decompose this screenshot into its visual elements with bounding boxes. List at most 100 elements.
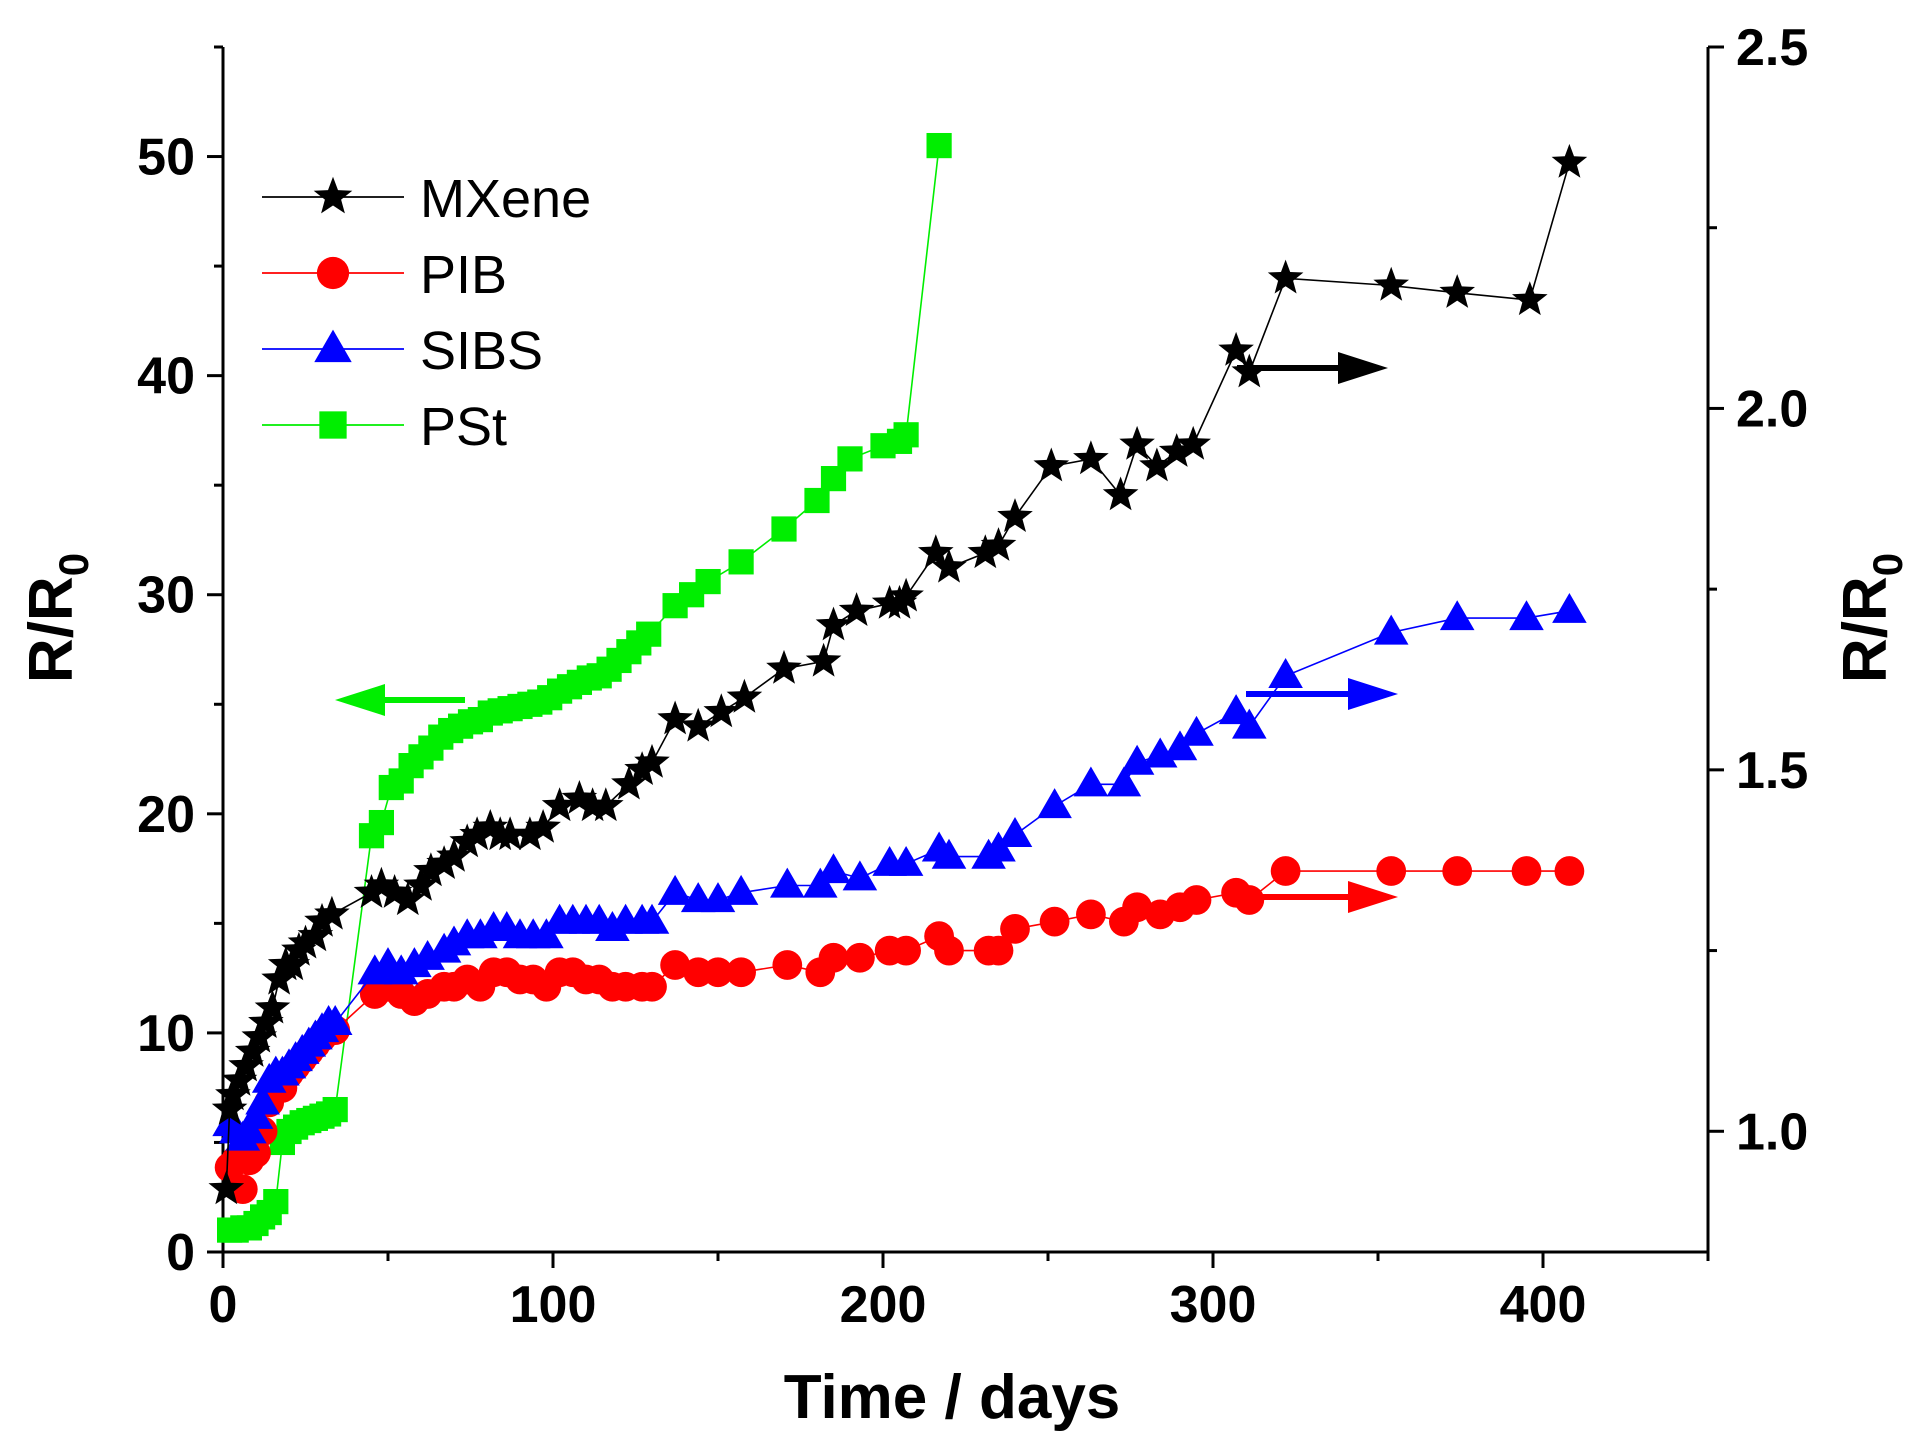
data-point-sibs [317, 1004, 353, 1035]
x-tick-label: 400 [1500, 1276, 1587, 1334]
data-point-pib [1039, 906, 1070, 937]
data-point-mxene [304, 902, 340, 937]
y-axis-title-right: R/R0 [1831, 553, 1911, 683]
data-point-mxene [838, 592, 875, 626]
data-point-sibs [888, 845, 924, 876]
data-point-mxene [363, 866, 400, 901]
series-pst [217, 132, 952, 1243]
axes: 0 100 200 300 400 0 10 20 30 40 50 1.0 1.5 2.0 2.5 [137, 19, 1808, 1334]
data-series [208, 132, 1588, 1243]
data-point-sibs [634, 903, 670, 934]
data-point-pst [771, 516, 797, 542]
data-point-sibs [1373, 614, 1409, 645]
data-point-pib [1000, 914, 1030, 944]
data-point-pib [1511, 856, 1542, 886]
data-point-mxene [1119, 425, 1155, 460]
data-point-mxene [931, 548, 967, 583]
legend-marker [313, 176, 353, 214]
data-point-pib [845, 942, 875, 973]
data-point-mxene [254, 989, 291, 1024]
data-point-pib [1554, 856, 1585, 886]
data-point-mxene [634, 743, 670, 778]
legend-marker [314, 329, 352, 363]
data-point-mxene [492, 816, 528, 851]
data-point-mxene [1175, 425, 1211, 460]
data-point-pst [695, 568, 721, 595]
legend-item-sibs: SIBS [262, 321, 543, 381]
data-point-mxene [248, 1004, 284, 1038]
data-point-sibs [816, 853, 851, 884]
data-point-sibs [657, 874, 693, 905]
data-point-mxene [525, 809, 561, 843]
data-point-sibs [1268, 658, 1303, 688]
data-point-mxene [413, 852, 449, 887]
y-left-tick-label: 10 [137, 1005, 195, 1063]
data-point-mxene [274, 946, 311, 981]
legend-item-mxene: MXene [262, 169, 591, 229]
data-point-mxene [657, 700, 693, 735]
data-point-mxene [541, 787, 578, 822]
data-point-mxene [588, 787, 624, 822]
data-point-mxene [215, 1076, 251, 1111]
data-point-pib [891, 935, 921, 966]
axis-indicator-arrows [335, 352, 1398, 913]
data-point-sibs [1439, 600, 1475, 631]
data-point-mxene [1102, 476, 1139, 511]
data-point-mxene [234, 1033, 271, 1067]
y-right-tick-label: 1.0 [1736, 1103, 1808, 1161]
data-point-sibs [723, 874, 759, 905]
data-point-pib [637, 971, 667, 1002]
data-point-mxene [1439, 274, 1475, 308]
data-point-pib [1122, 892, 1152, 923]
y-left-tick-label: 30 [137, 567, 195, 625]
data-point-pib [983, 935, 1014, 966]
legend-marker [316, 256, 350, 290]
data-point-mxene [221, 1062, 258, 1096]
legend-item-pib: PIB [262, 245, 507, 305]
data-point-mxene [241, 1018, 278, 1053]
data-point-sibs [1509, 600, 1544, 631]
data-point-mxene [805, 642, 842, 677]
y-right-tick-label: 2.5 [1736, 19, 1808, 77]
data-point-pib [660, 950, 690, 980]
data-point-mxene [680, 707, 716, 742]
data-point-mxene [1073, 440, 1109, 475]
data-point-mxene [624, 751, 660, 785]
data-point-mxene [449, 823, 485, 858]
data-point-pib [1270, 856, 1301, 886]
data-point-sibs [1106, 766, 1142, 797]
legend-label: PIB [420, 245, 507, 305]
y-left-tick-label: 50 [137, 129, 195, 187]
data-point-mxene [261, 960, 297, 995]
data-point-pib [227, 1174, 258, 1204]
data-point-sibs [1552, 592, 1587, 623]
data-point-mxene [766, 649, 802, 684]
y-right-tick-label: 2.0 [1736, 380, 1808, 438]
y-left-tick-label: 20 [137, 786, 195, 844]
data-point-mxene [426, 845, 462, 879]
legend: MXene PIB SIBS PSt [262, 169, 591, 457]
data-point-mxene [314, 895, 350, 930]
data-point-mxene [1033, 447, 1070, 482]
data-point-pst [636, 621, 662, 647]
data-point-pst [263, 1189, 289, 1215]
data-point-mxene [815, 606, 852, 641]
data-point-pst [893, 422, 919, 448]
data-point-sibs [1073, 766, 1109, 797]
legend-label: SIBS [420, 321, 543, 381]
legend-label: PSt [420, 397, 507, 457]
data-point-pib [1181, 885, 1212, 915]
data-point-mxene [353, 874, 390, 908]
x-axis-title: Time / days [784, 1363, 1121, 1432]
legend-item-pst: PSt [262, 397, 507, 457]
series-sibs [212, 592, 1587, 1151]
data-point-sibs [1232, 708, 1267, 739]
data-point-mxene [1218, 331, 1254, 366]
data-point-mxene [888, 577, 924, 612]
data-point-pib [1076, 899, 1106, 930]
legend-label: MXene [420, 169, 591, 229]
data-point-mxene [561, 780, 598, 814]
x-tick-label: 100 [510, 1276, 597, 1334]
arrow-head [1338, 352, 1388, 384]
